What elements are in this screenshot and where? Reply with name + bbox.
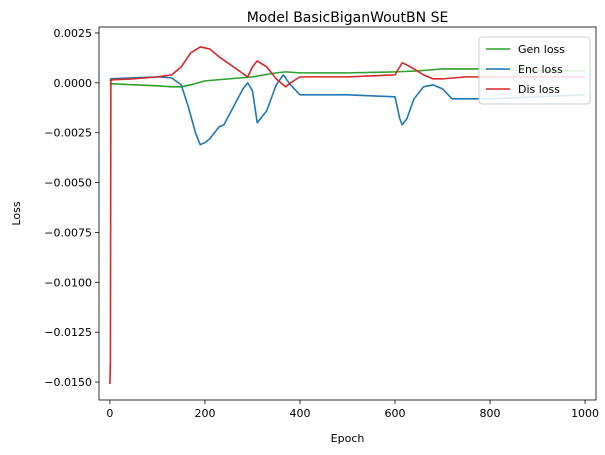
- x-axis-label: Epoch: [331, 432, 365, 445]
- x-tick-label: 1000: [571, 407, 599, 420]
- chart-title: Model BasicBiganWoutBN SE: [247, 10, 449, 26]
- y-tick-label: −0.0075: [44, 226, 92, 239]
- series-line-enc-loss: [109, 74, 586, 146]
- x-tick-label: 800: [480, 407, 501, 420]
- legend-label-enc-loss: Enc loss: [518, 63, 563, 76]
- legend: Gen loss Enc loss Dis loss: [478, 36, 591, 105]
- y-axis-ticks: 0.0025 0.0000 −0.0025 −0.0050 −0.0075 −0.0100…: [44, 27, 99, 389]
- y-tick-label: −0.0100: [44, 276, 92, 289]
- series-layer: [109, 46, 586, 385]
- x-axis-ticks: 0 200 400 600 800 1000: [106, 400, 599, 420]
- legend-box: [478, 36, 591, 105]
- y-tick-label: −0.0050: [44, 177, 92, 190]
- y-tick-label: −0.0125: [44, 326, 92, 339]
- plot-frame: [98, 26, 597, 401]
- y-tick-label: 0.0000: [54, 77, 93, 90]
- x-tick-label: 0: [106, 407, 113, 420]
- y-tick-label: −0.0025: [44, 127, 92, 140]
- x-tick-label: 200: [194, 407, 215, 420]
- x-tick-label: 600: [385, 407, 406, 420]
- x-tick-label: 400: [289, 407, 310, 420]
- y-tick-label: −0.0150: [44, 376, 92, 389]
- legend-label-dis-loss: Dis loss: [518, 83, 560, 96]
- y-tick-label: 0.0025: [54, 27, 93, 40]
- legend-label-gen-loss: Gen loss: [518, 43, 565, 56]
- series-line-gen-loss: [109, 68, 586, 88]
- y-axis-label: Loss: [10, 201, 23, 225]
- series-line-dis-loss: [109, 46, 586, 385]
